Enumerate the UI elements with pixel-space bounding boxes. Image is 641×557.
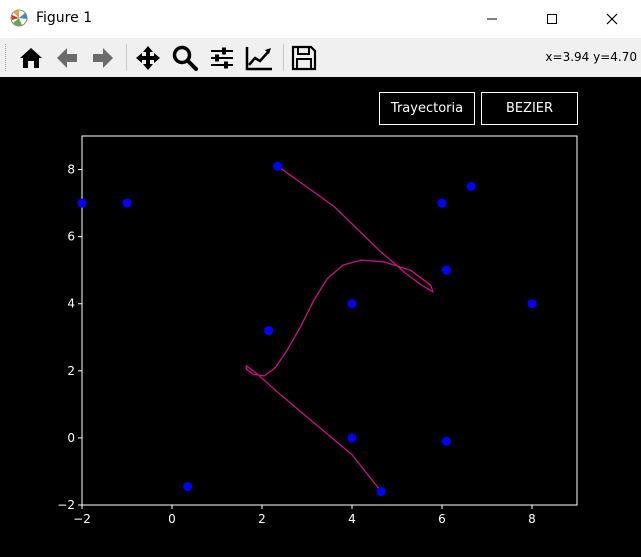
arrow-right-icon — [93, 48, 113, 68]
zoom-button[interactable] — [169, 42, 201, 74]
pan-button[interactable] — [132, 42, 164, 74]
home-icon — [20, 48, 42, 68]
line-chart-icon — [245, 47, 272, 71]
search-icon — [172, 45, 198, 71]
cursor-coordinates: x=3.94 y=4.70 — [545, 50, 637, 64]
navigation-toolbar — [0, 38, 641, 78]
maximize-icon — [547, 14, 557, 24]
floppy-disk-icon — [291, 45, 317, 71]
toolbar-grip — [5, 44, 8, 71]
window-title: Figure 1 — [36, 10, 93, 26]
home-button[interactable] — [15, 42, 47, 74]
minimize-button[interactable] — [469, 0, 515, 38]
maximize-button[interactable] — [529, 0, 575, 38]
arrow-left-icon — [57, 48, 77, 68]
bezier-button[interactable]: BEZIER — [481, 92, 578, 125]
minimize-icon — [487, 18, 497, 20]
toolbar-separator — [126, 44, 127, 71]
matplotlib-icon — [10, 9, 28, 27]
subplots-button[interactable] — [206, 42, 238, 74]
figure-canvas[interactable] — [0, 77, 641, 557]
window-title-bar: Figure 1 — [0, 0, 641, 38]
sliders-icon — [211, 47, 233, 69]
save-button[interactable] — [288, 42, 320, 74]
forward-button[interactable] — [87, 42, 119, 74]
close-button[interactable] — [589, 0, 635, 38]
close-icon — [606, 13, 618, 25]
toolbar-separator — [283, 44, 284, 71]
back-button[interactable] — [51, 42, 83, 74]
customize-button[interactable] — [243, 42, 275, 74]
move-icon — [136, 46, 160, 70]
trayectoria-button[interactable]: Trayectoria — [379, 92, 475, 125]
